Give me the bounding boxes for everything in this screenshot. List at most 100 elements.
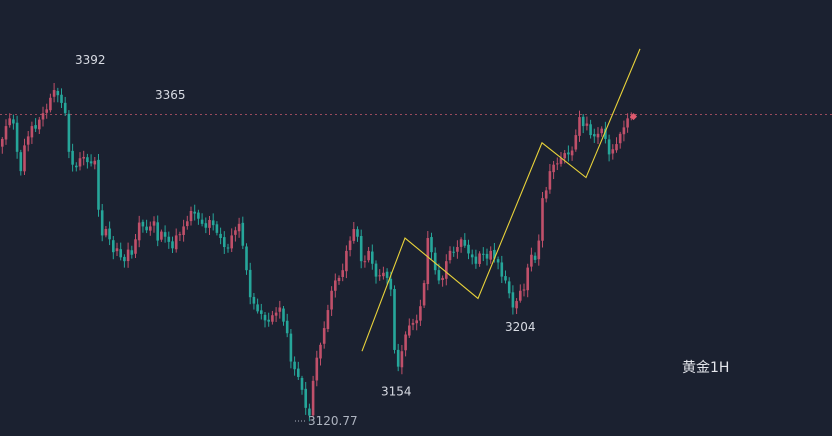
candle <box>230 228 233 253</box>
candle-body <box>356 229 359 237</box>
candle-body <box>293 361 296 370</box>
candle-body <box>60 94 63 103</box>
candle <box>134 233 137 258</box>
candle-body <box>160 231 163 240</box>
candle-body <box>182 226 185 235</box>
candle <box>596 127 600 144</box>
candle-body <box>234 230 237 235</box>
candle-body <box>260 310 263 314</box>
candle <box>459 237 463 253</box>
candle-body <box>389 278 393 290</box>
candle <box>75 162 78 172</box>
candle <box>578 110 581 142</box>
candle-body <box>204 223 208 228</box>
candle <box>126 242 130 268</box>
candle-body <box>115 248 119 252</box>
candle <box>341 263 344 282</box>
candle <box>448 246 452 264</box>
candle <box>63 96 67 117</box>
candle-body <box>626 118 629 128</box>
candle-body <box>607 139 611 155</box>
candle-body <box>256 304 259 312</box>
candle-body <box>548 171 552 190</box>
candle <box>396 343 400 372</box>
candle <box>178 231 182 241</box>
candle <box>60 88 63 109</box>
candle-body <box>137 222 141 241</box>
candle <box>426 231 430 291</box>
candle-body <box>8 118 11 126</box>
candle <box>45 103 48 119</box>
candle-body <box>522 289 526 291</box>
symbol-label: 黄金1H <box>682 359 729 376</box>
candle <box>23 138 26 175</box>
candle <box>352 221 356 244</box>
candle <box>548 164 552 194</box>
candle-body <box>71 150 74 165</box>
candle <box>615 137 618 153</box>
candle <box>552 160 555 180</box>
candle-body <box>30 126 34 138</box>
candle <box>326 304 330 333</box>
candle-body <box>75 165 78 168</box>
candle-body <box>363 261 367 263</box>
candle-body <box>500 262 504 277</box>
candle-body <box>341 270 344 277</box>
candle-body <box>359 236 363 262</box>
candle <box>626 113 629 133</box>
candle-body <box>193 211 196 214</box>
candle-body <box>245 246 248 271</box>
candle-body <box>152 221 156 226</box>
candle <box>382 266 385 280</box>
candle <box>78 152 82 171</box>
candle <box>204 217 208 234</box>
candle <box>156 215 159 247</box>
candle <box>41 106 45 127</box>
candle-body <box>352 229 356 241</box>
price-label: 3365 <box>155 88 186 102</box>
candle-body <box>622 127 626 135</box>
candle-body <box>174 235 178 250</box>
candle <box>197 209 200 225</box>
candle <box>104 226 108 238</box>
candle-body <box>596 133 600 138</box>
candle <box>15 115 19 159</box>
candle-body <box>82 156 85 159</box>
candle <box>82 150 85 166</box>
candle-body <box>322 328 326 344</box>
candle-body <box>511 292 515 308</box>
candle <box>152 216 156 233</box>
candle <box>119 242 122 261</box>
candle <box>311 375 315 418</box>
candle <box>463 233 467 248</box>
candle-body <box>226 247 230 249</box>
candle-body <box>463 239 467 246</box>
candle-body <box>411 322 415 325</box>
candle-body <box>41 113 45 120</box>
candle <box>171 236 174 253</box>
candle <box>593 128 596 143</box>
candle <box>570 146 574 161</box>
candle <box>345 245 348 279</box>
candle-body <box>211 220 215 226</box>
candle-body <box>544 190 548 199</box>
candle <box>334 273 337 298</box>
candle-body <box>93 160 97 165</box>
candle <box>130 245 134 259</box>
candle-body <box>470 254 474 258</box>
candle <box>452 246 455 257</box>
candle <box>89 154 93 167</box>
candle-body <box>52 90 56 97</box>
candle-body <box>237 223 241 232</box>
candle <box>289 329 293 369</box>
candle-body <box>145 226 148 231</box>
candle <box>337 275 341 285</box>
candle-body <box>393 288 396 350</box>
candle-body <box>289 333 293 362</box>
candle <box>363 255 367 268</box>
candle <box>622 120 626 142</box>
candle-body <box>326 310 330 330</box>
candle <box>559 151 563 167</box>
candle <box>160 229 163 242</box>
